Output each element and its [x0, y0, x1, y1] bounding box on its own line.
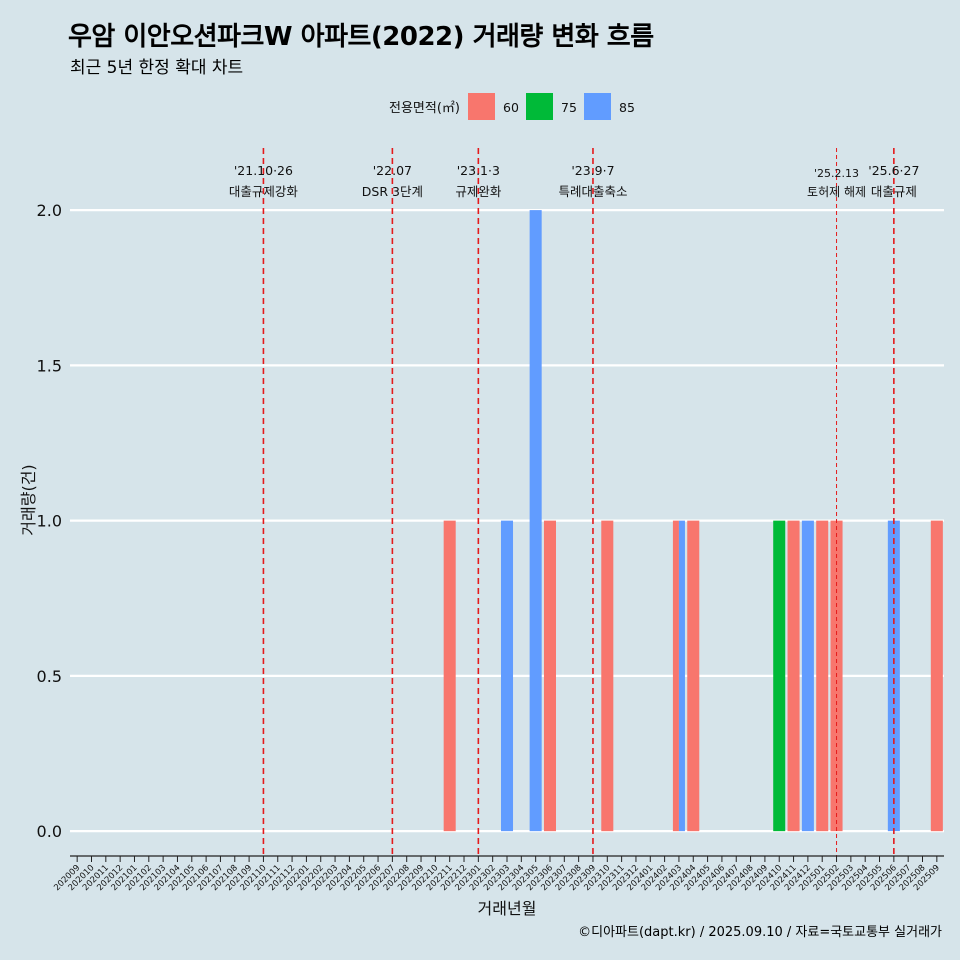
event-label: 특례대출축소 [558, 184, 627, 199]
bar-85-202403 [678, 520, 685, 832]
legend-label-85: 85 [619, 100, 635, 115]
bar-60-202211 [443, 520, 456, 832]
bar-60-202501 [816, 520, 829, 832]
chart-title: 우암 이안오션파크W 아파트(2022) 거래량 변화 흐름 [68, 22, 654, 52]
event-date: '23.1·3 [457, 163, 500, 178]
bar-85-202506 [887, 520, 900, 832]
bar-60-202306 [543, 520, 557, 832]
legend-swatch-60 [468, 93, 495, 120]
legend-title: 전용면적(㎡) [389, 101, 460, 116]
y-tick-label: 0.5 [37, 667, 62, 686]
event-date: '21.10·26 [234, 163, 293, 178]
legend-label-60: 60 [503, 100, 519, 115]
bar-60-202310 [601, 520, 614, 832]
legend-swatch-85 [584, 93, 611, 120]
source-caption: ©디아파트(dapt.kr) / 2025.09.10 / 자료=국토교통부 실… [578, 925, 942, 940]
bar-85-202412 [801, 520, 814, 832]
y-tick-label: 1.0 [37, 512, 62, 531]
bar-75-202410 [773, 520, 786, 832]
bar-60-202404 [687, 520, 700, 832]
event-label: 대출규제강화 [229, 184, 299, 199]
event-label: 대출규제 [871, 184, 917, 199]
y-axis-title: 거래량(건) [19, 464, 38, 535]
event-label: 토허제 해제 [807, 185, 866, 199]
y-tick-label: 1.5 [37, 356, 62, 375]
event-date: '25.2.13 [814, 167, 859, 180]
x-axis-title: 거래년월 [478, 899, 537, 918]
bar-60-202403 [672, 520, 679, 832]
chart-subtitle: 최근 5년 한정 확대 차트 [70, 58, 244, 78]
legend-label-75: 75 [561, 100, 577, 115]
bar-60-202509 [930, 520, 943, 832]
bar-85-202305 [529, 210, 542, 832]
event-date: '25.6·27 [868, 163, 919, 178]
bar-60-202411 [787, 520, 800, 832]
y-tick-label: 0.0 [37, 822, 62, 841]
legend-swatch-75 [526, 93, 553, 120]
bar-85-202303 [500, 520, 514, 832]
event-date: '23.9·7 [571, 163, 614, 178]
event-label: DSR 3단계 [362, 184, 423, 199]
event-label: 규제완화 [455, 184, 502, 199]
event-date: '22.07 [373, 163, 412, 178]
y-tick-label: 2.0 [37, 201, 62, 220]
